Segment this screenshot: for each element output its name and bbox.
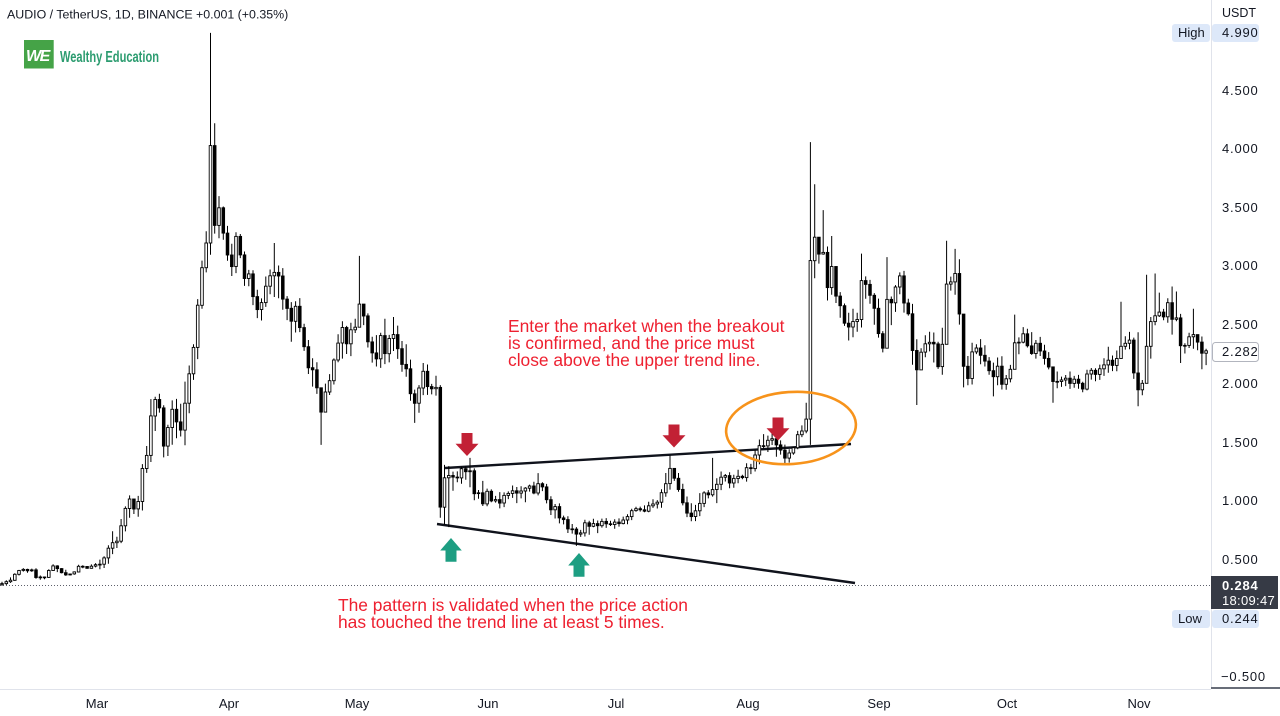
svg-text:−0.500: −0.500	[1221, 669, 1266, 684]
svg-text:0.500: 0.500	[1222, 552, 1259, 567]
svg-text:WE: WE	[26, 48, 52, 65]
svg-text:4.990: 4.990	[1222, 25, 1259, 40]
svg-text:0.284: 0.284	[1222, 578, 1259, 593]
svg-text:2.282: 2.282	[1222, 344, 1259, 359]
svg-text:The pattern is validated when: The pattern is validated when the price …	[338, 595, 688, 615]
svg-text:Nov: Nov	[1127, 696, 1151, 711]
svg-text:May: May	[345, 696, 370, 711]
svg-text:2.000: 2.000	[1222, 376, 1259, 391]
svg-text:1.000: 1.000	[1222, 493, 1259, 508]
svg-text:Wealthy Education: Wealthy Education	[60, 49, 159, 66]
svg-text:Low: Low	[1178, 611, 1202, 626]
svg-text:Mar: Mar	[86, 696, 109, 711]
svg-text:4.000: 4.000	[1222, 141, 1259, 156]
svg-text:Jun: Jun	[478, 696, 499, 711]
svg-text:USDT: USDT	[1222, 6, 1256, 20]
svg-text:Apr: Apr	[219, 696, 240, 711]
svg-text:High: High	[1178, 25, 1205, 40]
svg-text:0.244: 0.244	[1222, 611, 1259, 626]
svg-text:Aug: Aug	[736, 696, 759, 711]
svg-text:2.500: 2.500	[1222, 317, 1259, 332]
svg-text:18:09:47: 18:09:47	[1222, 593, 1275, 608]
svg-text:1.500: 1.500	[1222, 435, 1259, 450]
svg-text:4.500: 4.500	[1222, 83, 1259, 98]
svg-text:3.000: 3.000	[1222, 258, 1259, 273]
svg-text:Jul: Jul	[608, 696, 625, 711]
svg-text:3.500: 3.500	[1222, 200, 1259, 215]
svg-text:+0.001 (+0.35%): +0.001 (+0.35%)	[196, 8, 288, 22]
svg-text:Enter the market when the brea: Enter the market when the breakout	[508, 316, 785, 336]
svg-text:close above the upper trend li: close above the upper trend line.	[508, 350, 760, 370]
svg-text:AUDIO / TetherUS, 1D, BINANCE: AUDIO / TetherUS, 1D, BINANCE	[7, 8, 193, 22]
svg-text:has touched the trend line at: has touched the trend line at least 5 ti…	[338, 612, 665, 632]
svg-text:Oct: Oct	[997, 696, 1018, 711]
svg-text:is confirmed, and the price mu: is confirmed, and the price must	[508, 333, 755, 353]
svg-text:Sep: Sep	[867, 696, 890, 711]
